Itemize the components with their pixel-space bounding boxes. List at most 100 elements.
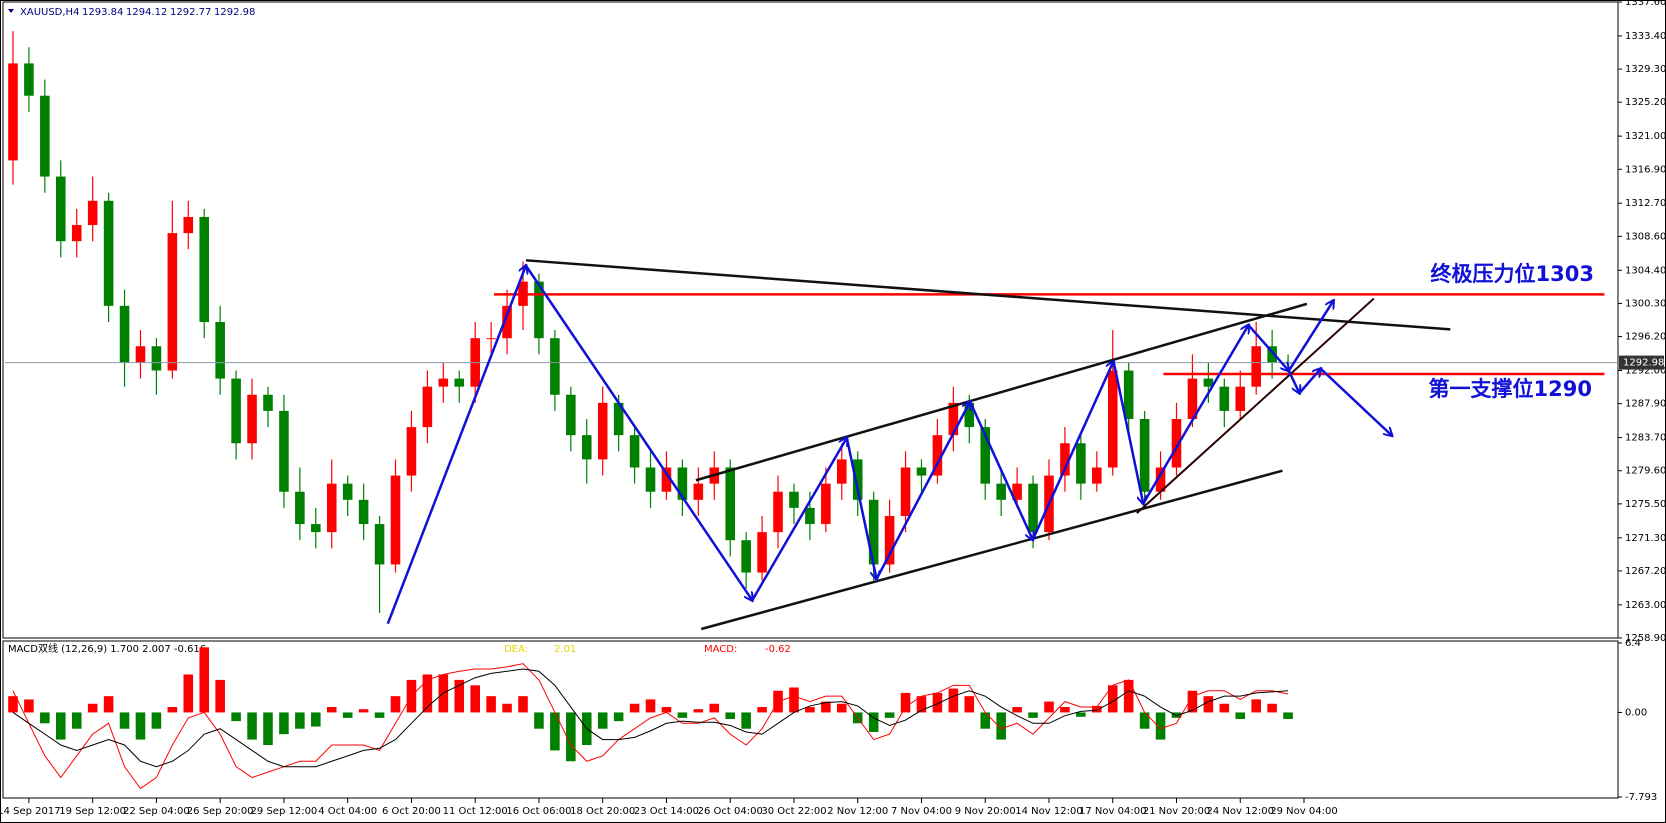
candle-body: [757, 532, 767, 573]
wave-arrow: [845, 437, 877, 579]
histogram-bar: [613, 712, 624, 722]
y-tick-label: 1283.70: [1625, 433, 1666, 444]
y-tick-label: 1275.50: [1625, 499, 1666, 510]
histogram-bar: [135, 712, 146, 740]
candle-body: [980, 427, 991, 484]
y-tick-label: 1316.90: [1625, 164, 1666, 175]
candle-body: [374, 524, 385, 565]
x-tick-label: 21 Nov 20:00: [1143, 806, 1210, 817]
y-tick-label: 1296.20: [1625, 332, 1666, 343]
histogram-bar: [454, 679, 465, 713]
macd-title: MACD双线 (12,26,9) 1.700 2.007 -0.616: [8, 642, 206, 655]
wave-arrow: [1112, 360, 1144, 503]
trend-line: [700, 469, 1283, 631]
histogram-bar: [996, 712, 1006, 740]
y-tick-label: 1267.20: [1625, 566, 1666, 577]
x-tick-label: 4 Oct 04:00: [318, 806, 377, 817]
candle-body: [1139, 418, 1150, 492]
histogram-bar: [263, 712, 273, 745]
histogram-bar: [1044, 701, 1054, 713]
price-plot-frame: [2, 1, 1619, 639]
macd-line: [12, 668, 1289, 768]
candle-body: [422, 386, 433, 428]
x-tick-label: 24 Nov 12:00: [1207, 806, 1274, 817]
candle-body: [1187, 378, 1198, 419]
histogram-bar: [8, 696, 18, 713]
candle-body: [852, 459, 863, 500]
candle-body: [566, 394, 576, 436]
histogram-bar: [550, 712, 560, 751]
candle-body: [87, 200, 98, 226]
candle-body: [837, 459, 847, 484]
candle-body: [247, 394, 257, 444]
symbol: XAUUSD,H4: [20, 7, 79, 18]
histogram-bar: [1139, 712, 1150, 729]
histogram-bar: [980, 712, 991, 729]
histogram-bar: [1283, 712, 1293, 719]
wave-arrow: [1247, 324, 1288, 371]
x-tick-label: 29 Sep 12:00: [251, 806, 318, 817]
histogram-bar: [422, 674, 433, 713]
histogram-bar: [1123, 679, 1134, 713]
y-tick-label: 1333.40: [1625, 31, 1666, 42]
trend-line: [525, 259, 1451, 331]
histogram-bar: [916, 696, 927, 713]
candle-body: [56, 176, 66, 242]
candle-body: [1107, 370, 1118, 468]
wave-arrow: [1142, 325, 1248, 505]
y-tick-label: 1271.30: [1625, 533, 1666, 544]
histogram-bar: [119, 712, 130, 729]
histogram-bar: [279, 712, 289, 735]
menu-triangle[interactable]: [8, 9, 14, 13]
candle-body: [1267, 346, 1277, 363]
y-tick-label: 1337.60: [1625, 0, 1666, 8]
histogram-bar: [1012, 707, 1022, 713]
candle-body: [71, 225, 82, 242]
candle-body: [183, 216, 194, 234]
histogram-bar: [645, 699, 656, 713]
histogram-bar: [1028, 712, 1038, 718]
candle-body: [868, 499, 879, 565]
candle-body: [597, 402, 608, 460]
histogram-bar: [900, 692, 911, 713]
wave-arrow: [524, 264, 752, 601]
histogram-bar: [805, 707, 815, 713]
x-tick-label: 9 Nov 20:00: [955, 806, 1016, 817]
histogram-bar: [518, 696, 528, 713]
wave-arrow: [1319, 367, 1392, 436]
candle-body: [151, 346, 162, 371]
histogram-bar: [311, 712, 321, 727]
candle-body: [40, 95, 50, 177]
histogram-bar: [789, 687, 799, 713]
y-tick-label: -7.793: [1625, 792, 1657, 803]
wave-arrow: [1287, 301, 1334, 372]
candle-body: [199, 216, 210, 323]
candle-body: [438, 378, 449, 387]
macd-label: MACD:: [704, 644, 737, 655]
candle-body: [1235, 386, 1246, 411]
candle-body: [390, 475, 401, 565]
histogram-bar: [566, 712, 576, 762]
candle-body: [805, 507, 815, 525]
dea-value: 2.01: [554, 644, 576, 655]
wave-arrow: [386, 266, 526, 625]
candle-body: [1060, 443, 1070, 476]
candle-body: [916, 467, 927, 476]
histogram-bar: [167, 707, 178, 713]
candle-body: [613, 402, 624, 436]
y-tick-label: 1300.30: [1625, 298, 1666, 309]
candle-body: [1092, 467, 1102, 484]
candle-body: [1012, 483, 1022, 500]
trend-line: [1136, 297, 1375, 514]
histogram-bar: [24, 699, 34, 713]
x-tick-label: 23 Oct 14:00: [634, 806, 699, 817]
resistance-annotation: 终极压力位1303: [1431, 262, 1594, 286]
candle-body: [773, 491, 783, 533]
ohlc-high: 1294.12: [126, 7, 167, 18]
candle-body: [629, 435, 640, 468]
candle-body: [932, 435, 943, 476]
y-tick-label: 1292.00: [1625, 366, 1666, 377]
candle-body: [948, 402, 959, 436]
current-price-label: 1292.98: [1623, 358, 1664, 369]
current-price-box: [1619, 355, 1664, 370]
